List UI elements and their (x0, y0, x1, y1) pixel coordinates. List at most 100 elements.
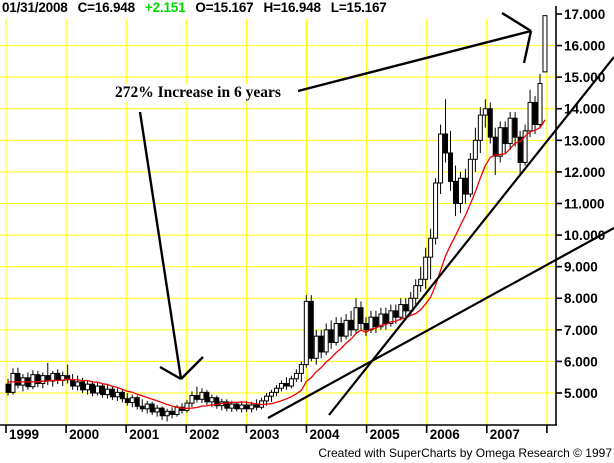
candle-body (134, 397, 140, 407)
candle-body (497, 127, 503, 157)
y-tick-label: 13.000 (564, 133, 605, 148)
candle-body (492, 136, 498, 157)
candle-body (15, 372, 21, 386)
candle-body (517, 136, 523, 163)
candle-body (532, 101, 538, 126)
candle-body (30, 374, 36, 388)
trendline (267, 227, 614, 419)
candle-body (169, 410, 175, 415)
candle-body (124, 398, 130, 403)
quote-close: C=16.948 (77, 0, 136, 15)
candle-body (40, 375, 46, 385)
candle-body (70, 379, 76, 387)
candle-body (189, 395, 195, 404)
candle-body (482, 108, 488, 116)
candle-body (452, 180, 458, 204)
candle-body (209, 397, 215, 403)
candle-body (338, 323, 344, 337)
quote-high: H=16.948 (263, 0, 321, 15)
candle-body (80, 381, 86, 391)
x-tick-label: 2002 (189, 427, 219, 442)
quote-bar: 01/31/2008 C=16.948 +2.151 O=15.167 H=16… (2, 0, 387, 15)
candle-body (423, 256, 429, 280)
candle-body (10, 372, 16, 393)
candle-body (502, 127, 508, 144)
candle-body (358, 307, 364, 325)
candle-body (487, 108, 493, 138)
quote-open: O=15.167 (195, 0, 254, 15)
y-tick-label: 17.000 (564, 7, 605, 22)
x-tick-label: 2007 (490, 427, 520, 442)
candle-body (298, 364, 304, 374)
candle-body (477, 114, 483, 141)
y-tick-label: 8.000 (564, 291, 598, 306)
candle-body (154, 407, 160, 413)
y-tick-label: 15.000 (564, 70, 605, 85)
candle-body (94, 385, 100, 394)
candle-body (308, 300, 314, 359)
candle-body (288, 378, 294, 387)
candle-body (194, 395, 200, 400)
candle-body (353, 307, 359, 331)
candle-body (199, 391, 205, 400)
candle-body (254, 404, 260, 408)
candle-body (164, 410, 170, 417)
candle-body (462, 177, 468, 195)
quote-date: 01/31/2008 (2, 0, 68, 15)
x-tick-label: 2001 (129, 427, 160, 442)
candle-body (398, 304, 404, 318)
candle-body (55, 372, 61, 381)
candle-body (378, 313, 384, 328)
candle-body (418, 278, 424, 287)
candle-body (149, 403, 155, 413)
y-tick-label: 11.000 (564, 196, 605, 211)
down-arrow-head (159, 365, 182, 381)
candle-body (467, 158, 473, 195)
candle-body (328, 329, 334, 343)
candle-body (224, 401, 230, 409)
quote-low: L=15.167 (330, 0, 387, 15)
candle-body (229, 403, 235, 409)
candle-body (303, 300, 309, 366)
x-tick-label: 2006 (430, 427, 461, 442)
candle-body (512, 117, 518, 138)
candle-body (278, 383, 284, 389)
y-tick-label: 16.000 (564, 39, 605, 54)
candle-body (448, 152, 454, 182)
candle-body (234, 403, 240, 410)
x-tick-label: 2004 (310, 427, 341, 442)
candle-body (244, 404, 250, 410)
credit-text: Created with SuperCharts by Omega Resear… (318, 446, 612, 460)
candle-body (5, 383, 11, 393)
down-arrow-head (180, 356, 204, 380)
candle-body (333, 323, 339, 343)
candle-body (313, 335, 319, 359)
x-tick-label: 2000 (69, 427, 99, 442)
candle-body (438, 133, 444, 184)
candle-body (527, 101, 533, 132)
candle-body (293, 372, 299, 380)
candle-body (144, 403, 150, 410)
moving-average-line (8, 119, 546, 409)
annotation-label: 272% Increase in 6 years (112, 84, 284, 102)
candle-body (433, 182, 439, 239)
candle-body (318, 335, 324, 353)
x-tick-label: 1999 (9, 427, 39, 442)
down-arrow-shaft (138, 111, 183, 380)
candle-body (348, 319, 354, 331)
candle-body (343, 319, 349, 337)
candle-body (403, 304, 409, 312)
candle-body (472, 139, 478, 160)
candle-body (383, 313, 389, 325)
candle-body (388, 310, 394, 325)
candle-body (393, 310, 399, 318)
quote-change: +2.151 (144, 0, 186, 15)
candle-body (109, 388, 115, 398)
candle-body (90, 383, 96, 394)
candle-body (174, 406, 180, 415)
candle-body (239, 404, 245, 410)
x-tick-label: 2003 (249, 427, 280, 442)
candle-body (323, 329, 329, 353)
up-arrow-shaft (297, 29, 532, 93)
